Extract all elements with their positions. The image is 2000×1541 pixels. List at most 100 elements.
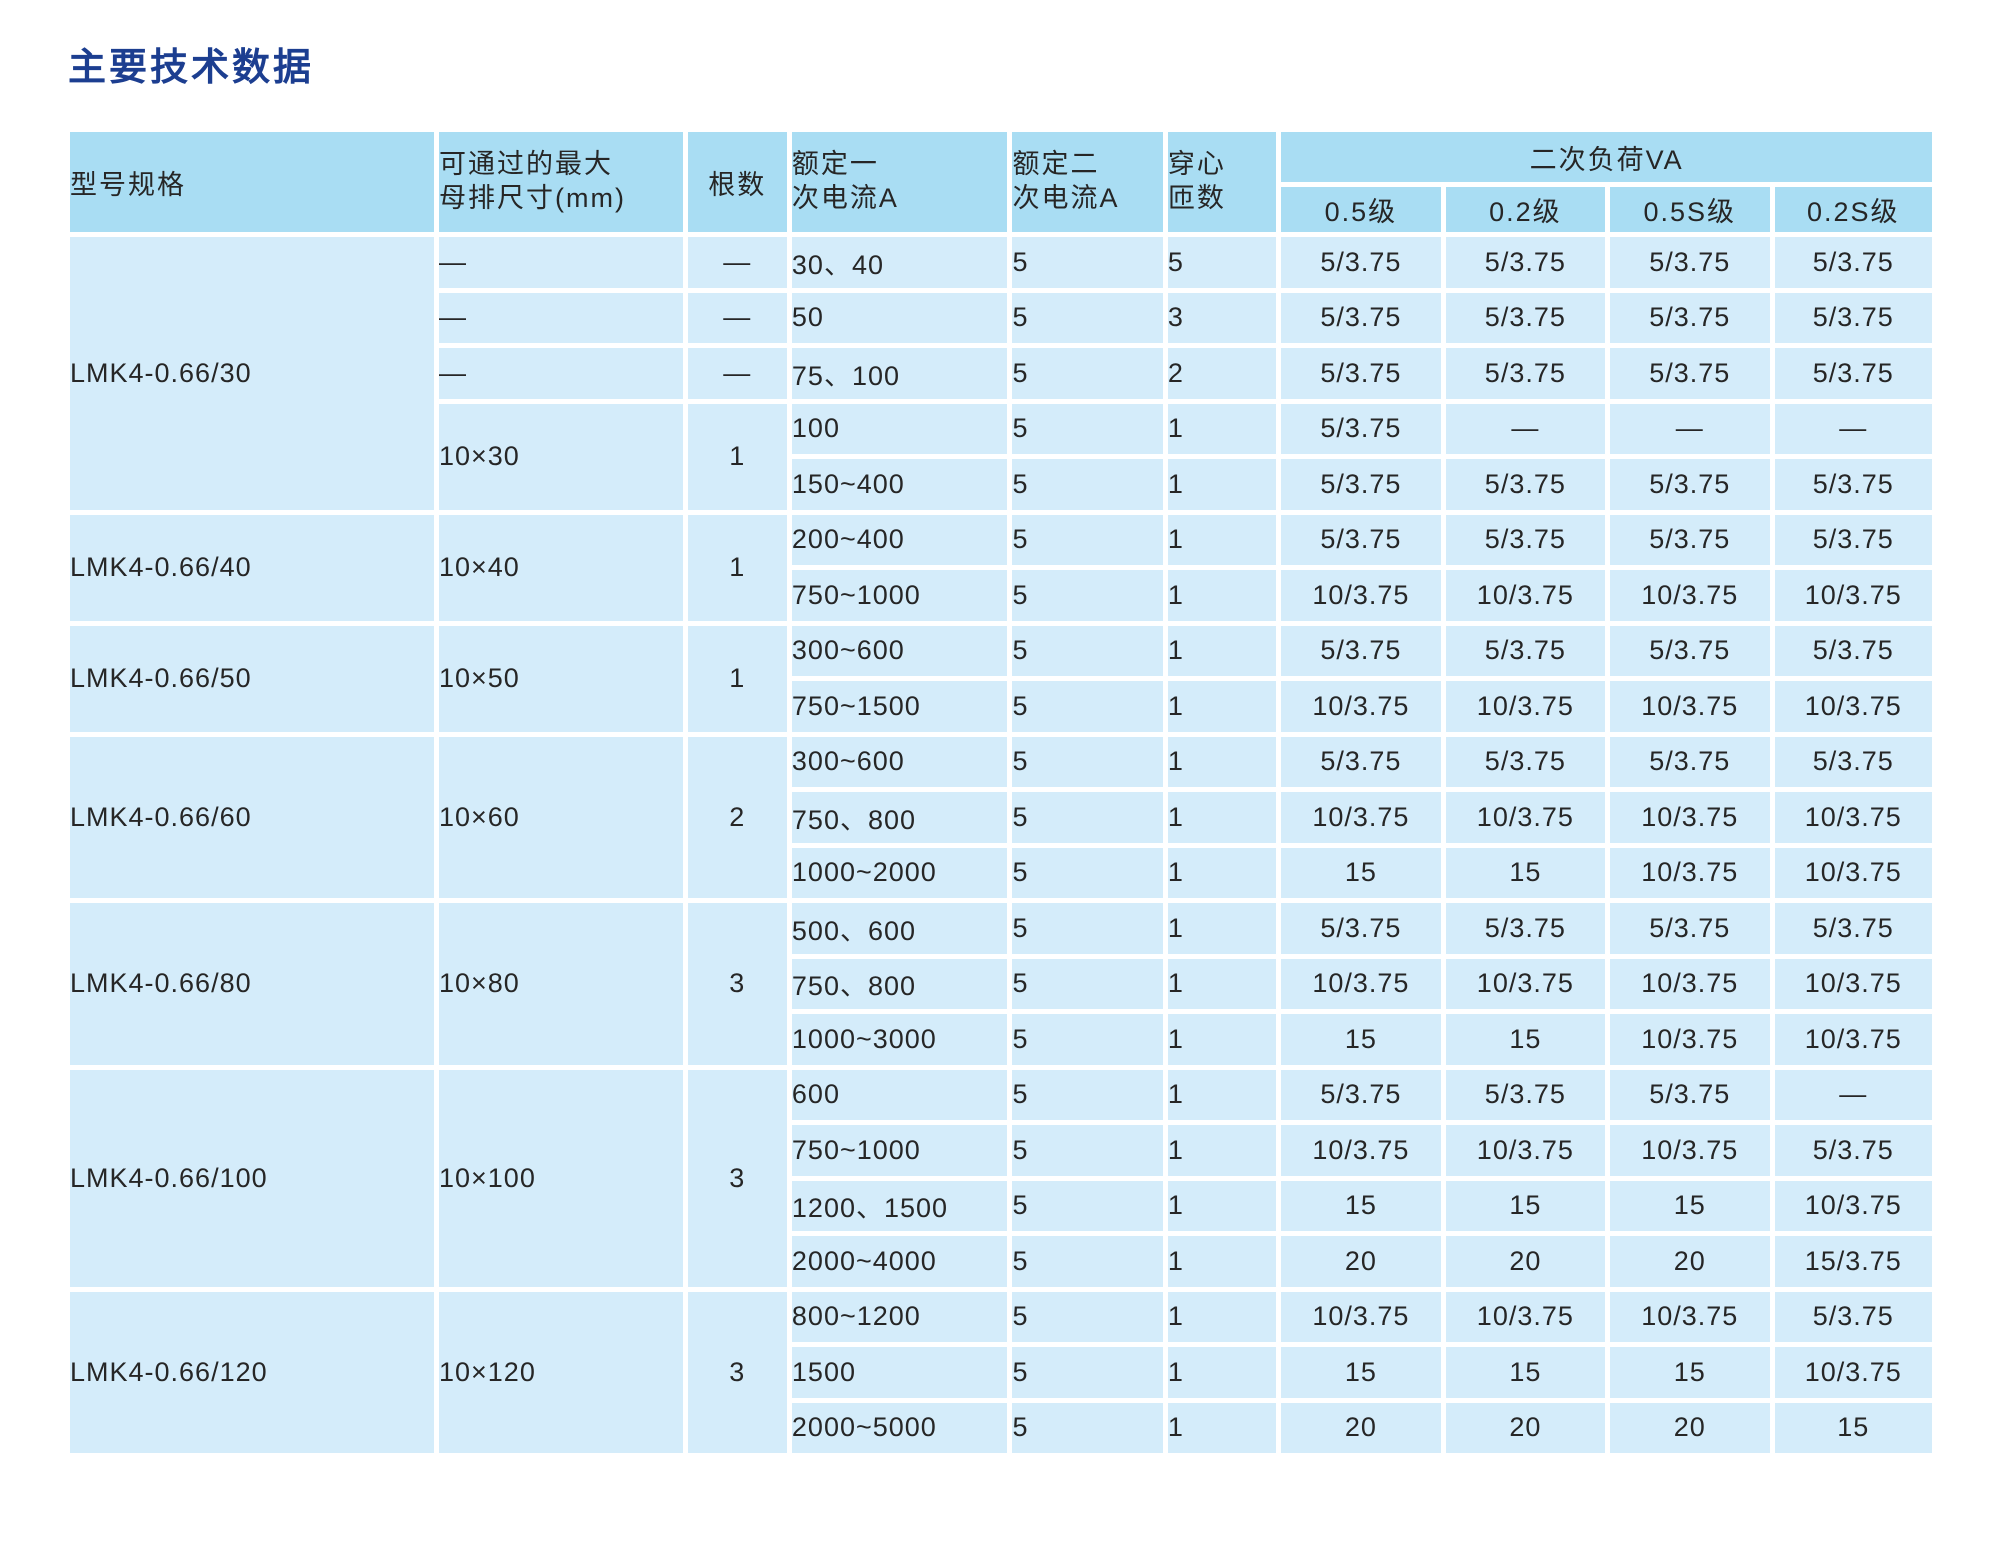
burden-cell-class-0: 5/3.75 bbox=[1276, 898, 1446, 959]
primary-current-cell: 50 bbox=[786, 287, 1013, 348]
burden-cell-class-0: 20 bbox=[1276, 1231, 1446, 1292]
table-row: LMK4-0.66/50 10×50 1 300~600 5 1 5/3.75 5/3.75 5… bbox=[65, 620, 1937, 737]
primary-current-cell: 30、40 bbox=[786, 232, 1013, 293]
primary-current-cell: 800~1200 bbox=[786, 1286, 1013, 1347]
burden-cell-class-1: 20 bbox=[1440, 1397, 1611, 1458]
burden-cell-class-3: 5/3.75 bbox=[1769, 232, 1937, 293]
primary-current-cell: 1000~2000 bbox=[786, 842, 1013, 903]
burden-cell-class-3: 5/3.75 bbox=[1769, 898, 1937, 959]
secondary-current-cell: 5 bbox=[1007, 1342, 1168, 1403]
burden-cell-class-3: 10/3.75 bbox=[1769, 565, 1937, 626]
burden-cell-class-2: 20 bbox=[1605, 1231, 1775, 1292]
burden-cell-class-3: 5/3.75 bbox=[1769, 1120, 1937, 1181]
turns-cell: 1 bbox=[1162, 565, 1282, 626]
burden-cell-class-1: 5/3.75 bbox=[1440, 232, 1611, 293]
burden-cell-class-1: 15 bbox=[1440, 1175, 1611, 1236]
burden-cell-class-1: 5/3.75 bbox=[1440, 620, 1611, 681]
burden-cell-class-2: 10/3.75 bbox=[1605, 1009, 1775, 1070]
burden-cell-class-1: 20 bbox=[1440, 1231, 1611, 1292]
busbar-size-cell: 10×80 bbox=[433, 898, 688, 1070]
burden-cell-class-2: 5/3.75 bbox=[1605, 287, 1775, 348]
burden-cell-class-2: 5/3.75 bbox=[1605, 898, 1775, 959]
turns-cell: 1 bbox=[1162, 1286, 1282, 1347]
turns-cell: 1 bbox=[1162, 509, 1282, 570]
burden-cell-class-0: 10/3.75 bbox=[1276, 1120, 1446, 1181]
secondary-current-cell: 5 bbox=[1007, 1120, 1168, 1181]
burden-cell-class-1: 5/3.75 bbox=[1440, 1064, 1611, 1125]
table-row: LMK4-0.66/40 10×40 1 200~400 5 1 5/3.75 5/3.75 5… bbox=[65, 509, 1937, 626]
primary-current-cell: 600 bbox=[786, 1064, 1013, 1125]
turns-cell: 1 bbox=[1162, 398, 1282, 459]
burden-cell-class-2: 5/3.75 bbox=[1605, 1064, 1775, 1125]
burden-cell-class-3: 15/3.75 bbox=[1769, 1231, 1937, 1292]
secondary-current-cell: 5 bbox=[1007, 232, 1168, 293]
burden-cell-class-2: 15 bbox=[1605, 1342, 1775, 1403]
burden-cell-class-1: 5/3.75 bbox=[1440, 509, 1611, 570]
burden-cell-class-3: 5/3.75 bbox=[1769, 1286, 1937, 1347]
secondary-current-cell: 5 bbox=[1007, 842, 1168, 903]
model-cell: LMK4-0.66/100 bbox=[65, 1064, 439, 1292]
burden-cell-class-3: 5/3.75 bbox=[1769, 509, 1937, 570]
table-row: 1200、1500 5 1 15 15 15 10/3.75 bbox=[68, 1175, 1937, 1236]
burden-cell-class-2: 5/3.75 bbox=[1605, 509, 1775, 570]
burden-cell-class-0: 5/3.75 bbox=[1276, 509, 1446, 570]
secondary-current-cell: 5 bbox=[1007, 1009, 1168, 1070]
burden-cell-class-0: 15 bbox=[1276, 842, 1446, 903]
header-model: 型号规格 bbox=[65, 127, 439, 237]
burden-cell-class-0: 15 bbox=[1276, 1342, 1446, 1403]
primary-current-cell: 100 bbox=[786, 398, 1013, 459]
burden-cell-class-2: 10/3.75 bbox=[1605, 1286, 1775, 1347]
header-class-0-5: 0.5级 bbox=[1276, 182, 1446, 237]
burden-cell-class-0: 10/3.75 bbox=[1276, 787, 1446, 848]
table-row: 2000~4000 5 1 20 20 20 15/3.75 bbox=[68, 1231, 1937, 1292]
burden-cell-class-2: 10/3.75 bbox=[1605, 676, 1775, 737]
turns-cell: 1 bbox=[1162, 1231, 1282, 1292]
burden-cell-class-2: 5/3.75 bbox=[1605, 232, 1775, 293]
model-cell: LMK4-0.66/30 bbox=[65, 232, 439, 515]
table-row: 750~1500 5 1 10/3.75 10/3.75 10/3.75 10/3.75 bbox=[68, 676, 1937, 737]
burden-cell-class-0: 10/3.75 bbox=[1276, 1286, 1446, 1347]
table-header: 型号规格 可通过的最大 母排尺寸(mm) 根数 额定一 次电流A 额定二 次电流… bbox=[65, 127, 1937, 237]
primary-current-cell: 500、600 bbox=[786, 898, 1013, 959]
burden-cell-class-0: 5/3.75 bbox=[1276, 343, 1446, 404]
secondary-current-cell: 5 bbox=[1007, 898, 1168, 959]
burden-cell-class-2: 20 bbox=[1605, 1397, 1775, 1458]
primary-current-cell: 750~1000 bbox=[786, 565, 1013, 626]
model-cell: LMK4-0.66/80 bbox=[65, 898, 439, 1070]
burden-cell-class-0: 5/3.75 bbox=[1276, 1064, 1446, 1125]
burden-cell-class-0: 5/3.75 bbox=[1276, 731, 1446, 792]
busbar-size-cell: — bbox=[433, 343, 688, 404]
header-row-top: 型号规格 可通过的最大 母排尺寸(mm) 根数 额定一 次电流A 额定二 次电流… bbox=[65, 127, 1937, 237]
table-row: 1500 5 1 15 15 15 10/3.75 bbox=[68, 1342, 1937, 1403]
burden-cell-class-1: 15 bbox=[1440, 1342, 1611, 1403]
busbar-size-cell: 10×40 bbox=[433, 509, 688, 626]
secondary-current-cell: 5 bbox=[1007, 565, 1168, 626]
burden-cell-class-3: 5/3.75 bbox=[1769, 620, 1937, 681]
burden-cell-class-1: 5/3.75 bbox=[1440, 454, 1611, 515]
burden-cell-class-2: — bbox=[1605, 398, 1775, 459]
burden-cell-class-0: 15 bbox=[1276, 1009, 1446, 1070]
turns-cell: 1 bbox=[1162, 1175, 1282, 1236]
turns-cell: 1 bbox=[1162, 620, 1282, 681]
busbar-size-cell: 10×100 bbox=[433, 1064, 688, 1292]
burden-cell-class-0: 10/3.75 bbox=[1276, 565, 1446, 626]
secondary-current-cell: 5 bbox=[1007, 676, 1168, 737]
burden-cell-class-3: 10/3.75 bbox=[1769, 1342, 1937, 1403]
turns-cell: 1 bbox=[1162, 1120, 1282, 1181]
turns-cell: 1 bbox=[1162, 454, 1282, 515]
table-row: 1000~2000 5 1 15 15 10/3.75 10/3.75 bbox=[68, 842, 1937, 903]
secondary-current-cell: 5 bbox=[1007, 1397, 1168, 1458]
primary-current-cell: 300~600 bbox=[786, 620, 1013, 681]
burden-cell-class-2: 5/3.75 bbox=[1605, 343, 1775, 404]
burden-cell-class-0: 20 bbox=[1276, 1397, 1446, 1458]
burden-cell-class-3: 10/3.75 bbox=[1769, 953, 1937, 1014]
table-row: 750~1000 5 1 10/3.75 10/3.75 10/3.75 5/3.75 bbox=[68, 1120, 1937, 1181]
burden-cell-class-1: — bbox=[1440, 398, 1611, 459]
burden-cell-class-2: 5/3.75 bbox=[1605, 454, 1775, 515]
primary-current-cell: 1500 bbox=[786, 1342, 1013, 1403]
bar-count-cell: — bbox=[682, 287, 792, 348]
primary-current-cell: 750、800 bbox=[786, 953, 1013, 1014]
secondary-current-cell: 5 bbox=[1007, 1286, 1168, 1347]
bar-count-cell: 3 bbox=[682, 898, 792, 1070]
secondary-current-cell: 5 bbox=[1007, 1064, 1168, 1125]
